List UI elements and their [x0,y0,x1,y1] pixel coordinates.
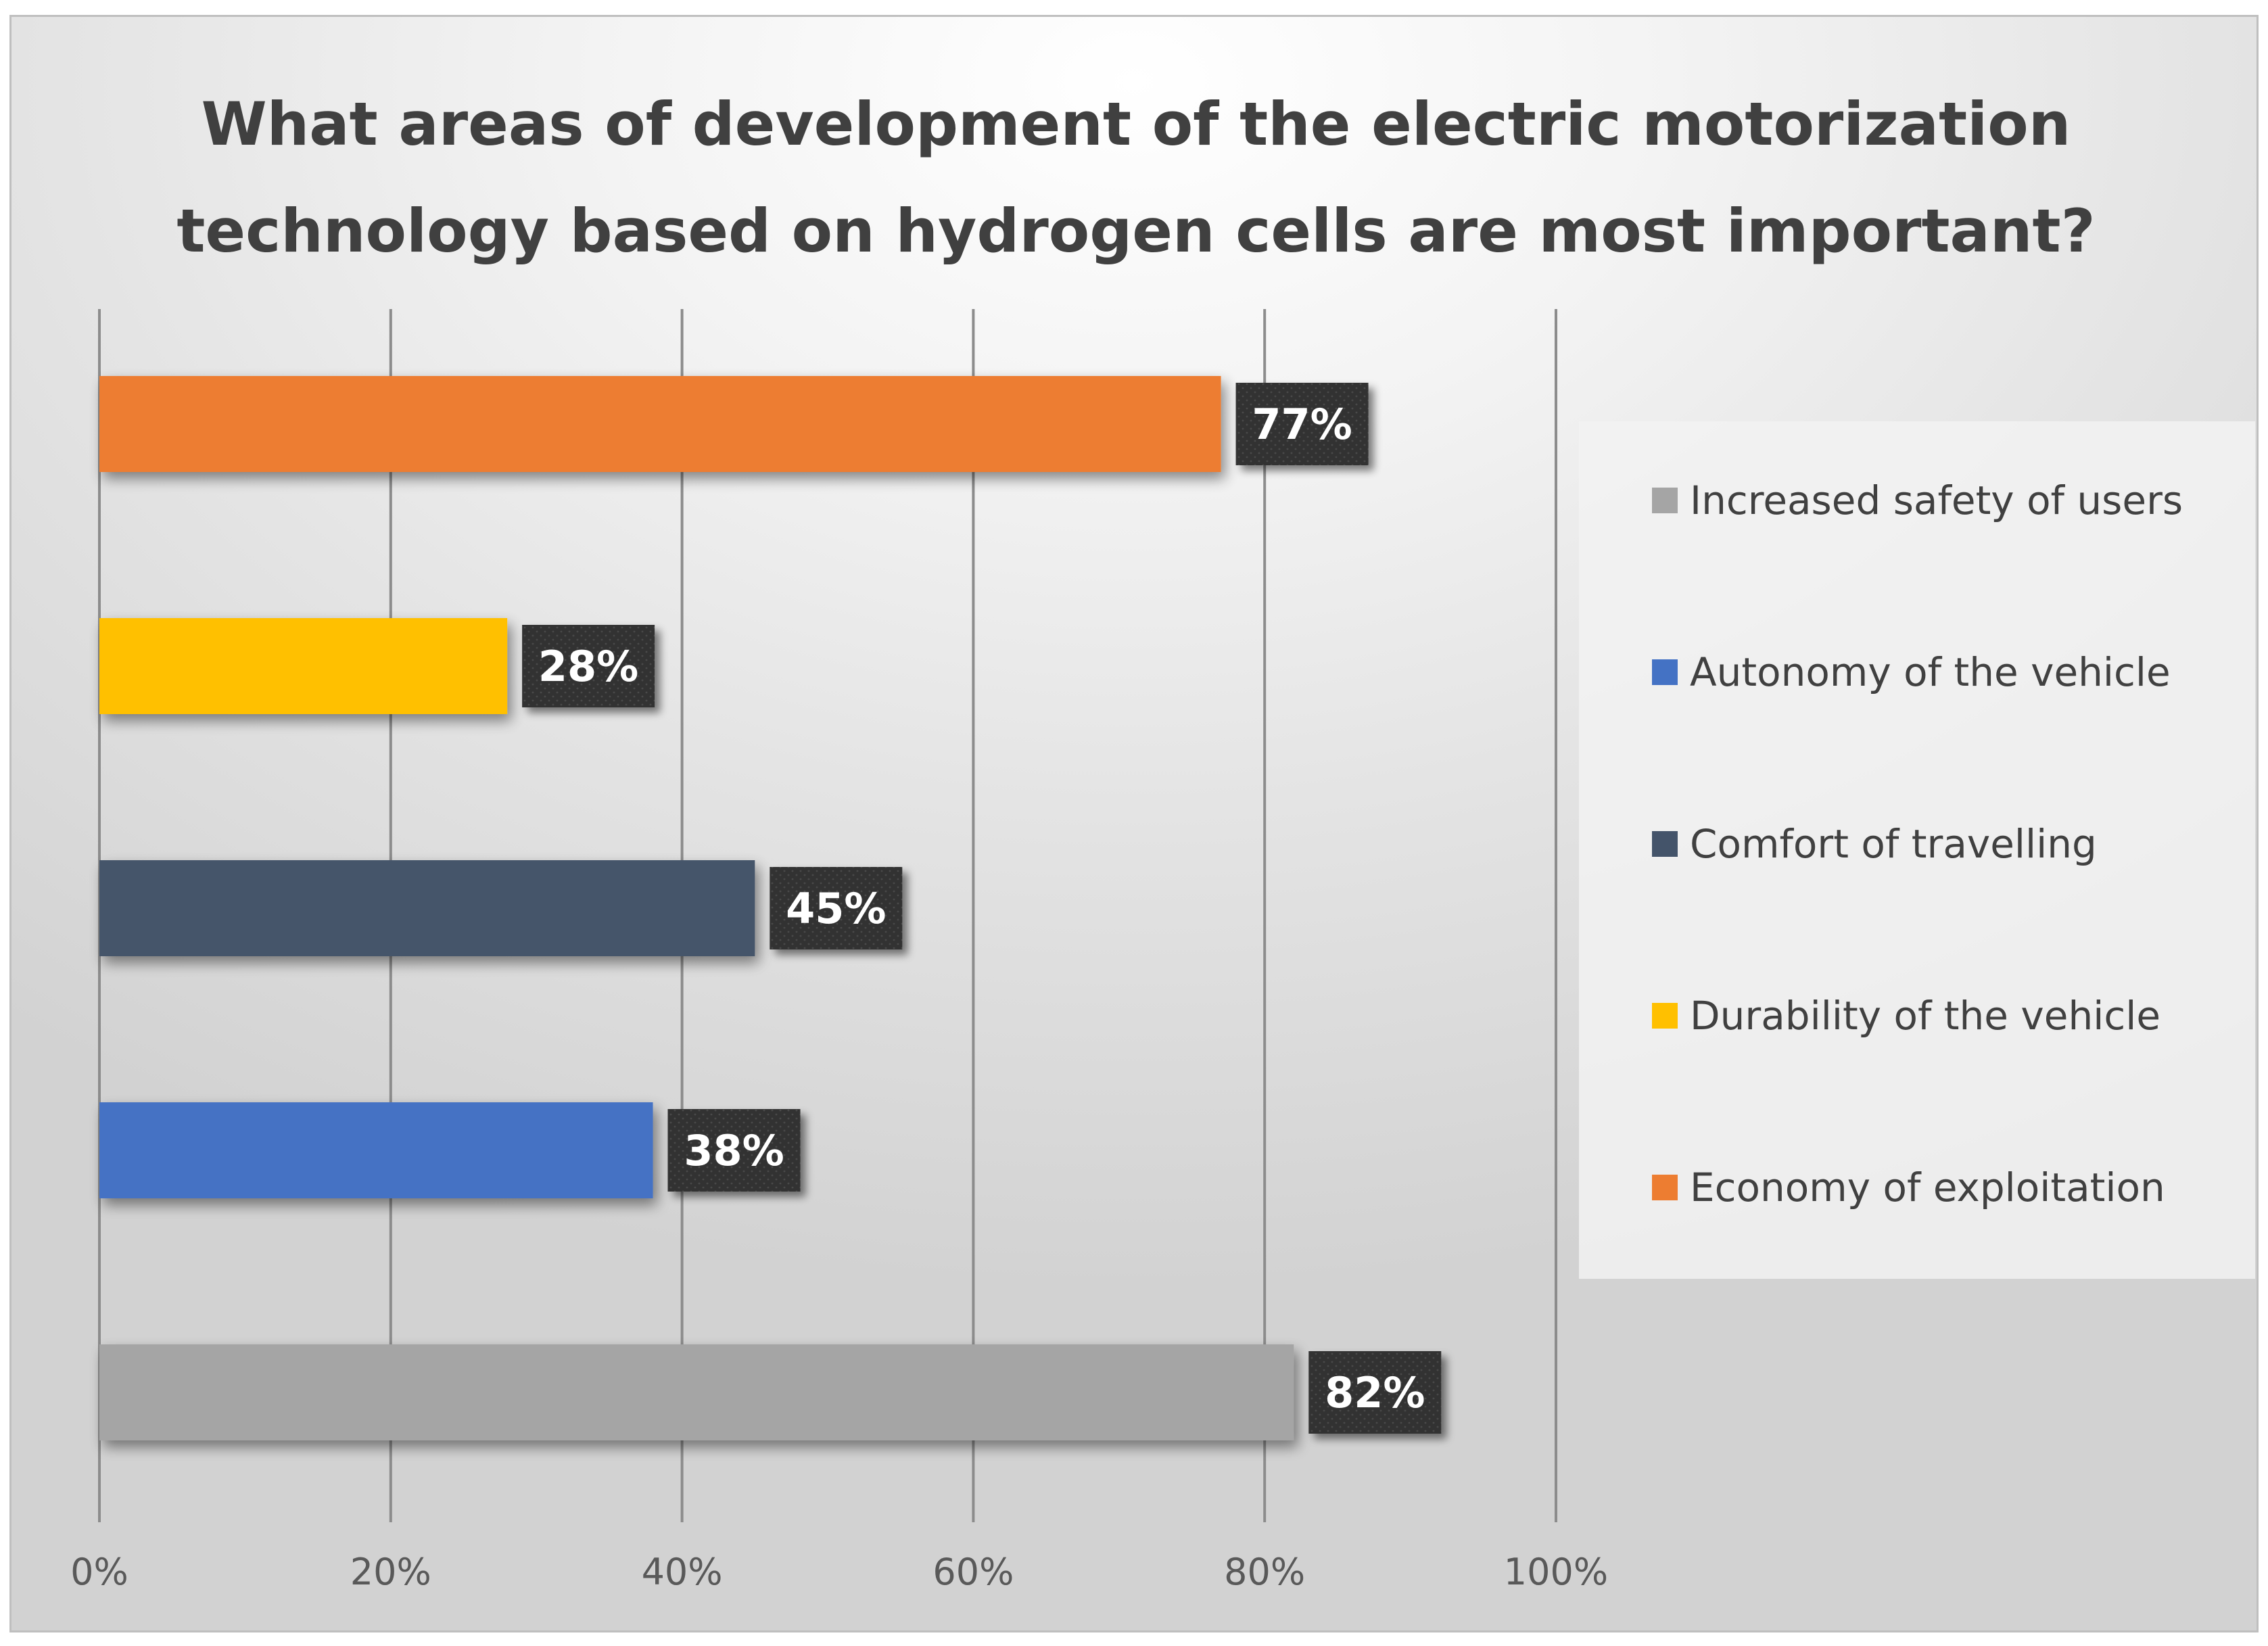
x-tick-label-100: 100% [1504,1551,1608,1593]
legend-item-durability-of-the-vehicle: Durability of the vehicle [1579,989,2160,1043]
chart-title: What areas of development of the electri… [11,71,2261,285]
data-label-durability-of-the-vehicle: 28% [522,625,655,707]
legend-item-autonomy-of-the-vehicle: Autonomy of the vehicle [1579,645,2171,699]
data-label-text: 82% [1325,1368,1425,1417]
legend-swatch [1652,488,1678,513]
chart-title-line-1: What areas of development of the electri… [201,89,2071,159]
legend-label: Increased safety of users [1690,477,2183,523]
chart-title-line-2: technology based on hydrogen cells are m… [176,196,2096,266]
x-tick-label-0: 0% [70,1551,128,1593]
legend-swatch [1652,1175,1678,1200]
data-label-text: 28% [538,642,638,691]
legend-label: Durability of the vehicle [1690,993,2160,1039]
bar-autonomy-of-the-vehicle [99,1102,653,1198]
legend-label: Economy of exploitation [1690,1165,2165,1210]
legend: Increased safety of users Autonomy of the… [1579,421,2255,1279]
bars [99,376,1294,1440]
legend-label: Comfort of travelling [1690,821,2097,867]
legend-swatch [1652,1003,1678,1029]
legend-label: Autonomy of the vehicle [1690,649,2171,695]
data-label-autonomy-of-the-vehicle: 38% [667,1109,801,1192]
plot-area: 82% 38% 45% 28% 77% 0% 20% 40% 60% 80% 100% [70,309,1608,1593]
bar-increased-safety-of-users [99,1344,1294,1440]
legend-item-increased-safety-of-users: Increased safety of users [1579,473,2183,527]
chart-frame: What areas of development of the electri… [9,15,2259,1632]
data-label-box [1235,383,1369,465]
legend-item-comfort-of-travelling: Comfort of travelling [1579,817,2097,871]
bar-durability-of-the-vehicle [99,618,508,714]
data-label-box [522,625,655,707]
legend-swatch [1652,659,1678,685]
bar-economy-of-exploitation [99,376,1221,472]
x-tick-label-40: 40% [642,1551,723,1593]
data-label-text: 38% [684,1126,784,1175]
data-label-text: 77% [1252,400,1352,449]
legend-swatch [1652,831,1678,857]
x-axis-ticks: 0% 20% 40% 60% 80% 100% [70,1551,1608,1593]
data-labels: 82% 38% 45% 28% 77% [522,383,1442,1434]
x-tick-label-20: 20% [350,1551,431,1593]
bar-comfort-of-travelling [99,860,755,956]
data-label-box [667,1109,801,1192]
x-tick-label-80: 80% [1224,1551,1305,1593]
data-label-economy-of-exploitation: 77% [1235,383,1369,465]
data-label-text: 45% [786,884,886,933]
x-tick-label-60: 60% [932,1551,1014,1593]
legend-item-economy-of-exploitation: Economy of exploitation [1579,1160,2165,1215]
data-label-box [770,867,903,949]
data-label-box [1308,1351,1442,1434]
data-label-comfort-of-travelling: 45% [770,867,903,949]
data-label-increased-safety-of-users: 82% [1308,1351,1442,1434]
